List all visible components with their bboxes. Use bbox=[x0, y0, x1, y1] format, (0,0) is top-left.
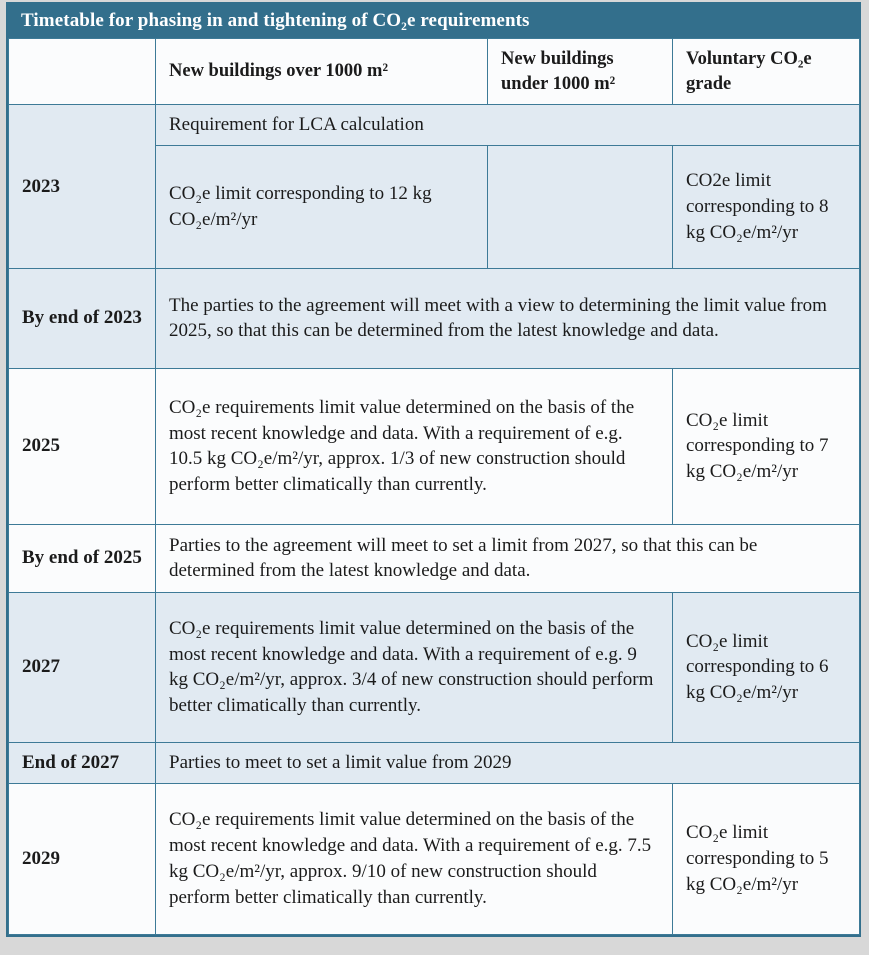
row-2025: 2025 CO₂e requirements limit value deter… bbox=[8, 367, 860, 525]
row-2027: 2027 CO₂e requirements limit value deter… bbox=[8, 591, 860, 743]
cell-2025-voluntary: CO₂e limit corresponding to 7 kg CO₂e/m²… bbox=[672, 367, 860, 525]
cell-by-end-2025-text: Parties to the agreement will meet to se… bbox=[155, 523, 860, 593]
cell-2023-under-1000 bbox=[487, 144, 673, 269]
cell-2023-voluntary: CO2e limit corresponding to 8 kg CO₂e/m²… bbox=[672, 144, 860, 269]
row-label-by-end-2023: By end of 2023 bbox=[8, 267, 156, 369]
column-header-over-1000: New buildings over 1000 m² bbox=[155, 38, 488, 105]
row-label-by-end-2025: By end of 2025 bbox=[8, 523, 156, 593]
row-label-2027: 2027 bbox=[8, 591, 156, 743]
column-header-row: New buildings over 1000 m² New buildings… bbox=[8, 38, 860, 105]
row-label-2025: 2025 bbox=[8, 367, 156, 525]
row-by-end-2023: By end of 2023 The parties to the agreem… bbox=[8, 267, 860, 369]
column-header-year bbox=[8, 38, 156, 105]
cell-2027-main: CO₂e requirements limit value determined… bbox=[155, 591, 673, 743]
column-header-voluntary: Voluntary CO₂e grade bbox=[672, 38, 860, 105]
row-2023-limits: CO₂e limit corresponding to 12 kg CO₂e/m… bbox=[9, 144, 860, 269]
timetable-container: Timetable for phasing in and tightening … bbox=[6, 2, 861, 937]
column-header-under-1000: New buildings under 1000 m² bbox=[487, 38, 673, 105]
row-2023-lca: 2023 Requirement for LCA calculation bbox=[8, 104, 860, 269]
cell-end-of-2027-text: Parties to meet to set a limit value fro… bbox=[155, 741, 860, 784]
row-2029: 2029 CO₂e requirements limit value deter… bbox=[8, 782, 860, 935]
row-by-end-2025: By end of 2025 Parties to the agreement … bbox=[8, 523, 860, 593]
cell-2023-lca-requirement: Requirement for LCA calculation bbox=[155, 104, 860, 146]
row-label-2023: 2023 bbox=[8, 104, 156, 269]
cell-2025-main: CO₂e requirements limit value determined… bbox=[155, 367, 673, 525]
cell-2029-voluntary: CO₂e limit corresponding to 5 kg CO₂e/m²… bbox=[672, 782, 860, 935]
row-label-2029: 2029 bbox=[8, 782, 156, 935]
cell-2029-main: CO₂e requirements limit value determined… bbox=[155, 782, 673, 935]
row-label-end-of-2027: End of 2027 bbox=[8, 741, 156, 784]
cell-2027-voluntary: CO₂e limit corresponding to 6 kg CO₂e/m²… bbox=[672, 591, 860, 743]
table-title: Timetable for phasing in and tightening … bbox=[8, 4, 859, 38]
timetable-table: New buildings over 1000 m² New buildings… bbox=[8, 38, 860, 935]
cell-by-end-2023-text: The parties to the agreement will meet w… bbox=[155, 267, 860, 369]
row-end-of-2027: End of 2027 Parties to meet to set a lim… bbox=[8, 741, 860, 784]
cell-2023-over-1000: CO₂e limit corresponding to 12 kg CO₂e/m… bbox=[155, 144, 488, 269]
